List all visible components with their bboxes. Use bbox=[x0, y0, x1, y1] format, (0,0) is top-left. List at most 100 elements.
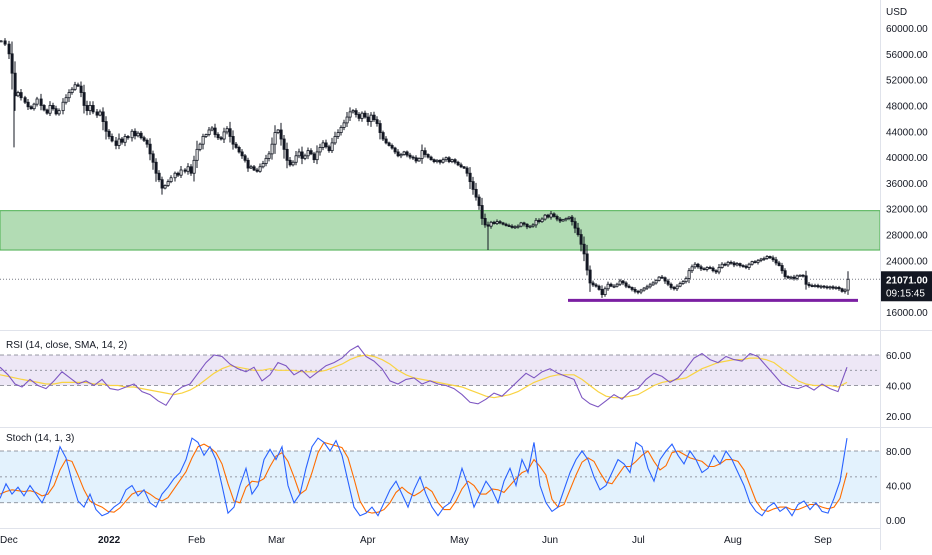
candle bbox=[777, 260, 781, 267]
candle bbox=[513, 225, 517, 230]
candle bbox=[675, 284, 679, 292]
time-tick-label: Mar bbox=[268, 535, 286, 546]
candle bbox=[816, 283, 820, 289]
price-tick-label: 28000.00 bbox=[886, 231, 928, 242]
candle bbox=[297, 148, 301, 159]
candle bbox=[495, 219, 499, 226]
candle bbox=[210, 126, 214, 132]
price-tick-label: 36000.00 bbox=[886, 179, 928, 190]
candle bbox=[456, 160, 460, 167]
candle bbox=[519, 221, 523, 228]
candle bbox=[48, 101, 52, 116]
candle bbox=[345, 112, 349, 127]
candle bbox=[642, 287, 646, 292]
candle bbox=[588, 265, 592, 292]
candle bbox=[645, 284, 649, 290]
candle bbox=[846, 271, 850, 295]
candle bbox=[195, 140, 199, 169]
candle bbox=[585, 244, 589, 276]
candle bbox=[780, 262, 784, 274]
candle bbox=[735, 262, 739, 267]
candle bbox=[405, 150, 409, 158]
candle bbox=[160, 176, 164, 195]
candle bbox=[825, 285, 829, 290]
candle bbox=[126, 135, 130, 140]
candle bbox=[327, 144, 331, 153]
candle bbox=[285, 142, 289, 169]
time-tick-label: Feb bbox=[188, 535, 206, 546]
candle bbox=[630, 286, 634, 292]
price-tick-label: 48000.00 bbox=[886, 101, 928, 112]
candle bbox=[786, 275, 790, 280]
candle bbox=[597, 284, 601, 291]
price-tick-label: 56000.00 bbox=[886, 50, 928, 61]
candle bbox=[306, 147, 310, 160]
candle bbox=[120, 137, 124, 145]
candle bbox=[369, 112, 373, 127]
candle bbox=[606, 281, 610, 291]
candle bbox=[399, 152, 403, 159]
candle bbox=[173, 171, 177, 182]
candle bbox=[525, 223, 529, 230]
candle bbox=[420, 144, 424, 164]
candle bbox=[747, 262, 751, 270]
time-tick-label: Aug bbox=[724, 535, 742, 546]
candle bbox=[537, 218, 541, 224]
candle bbox=[222, 127, 226, 144]
candle bbox=[279, 122, 283, 146]
currency-label: USD bbox=[886, 7, 907, 18]
candle bbox=[228, 121, 232, 143]
candle bbox=[98, 109, 102, 117]
candle bbox=[219, 135, 223, 141]
price-tick-label: 44000.00 bbox=[886, 127, 928, 138]
rsi-tick-label: 20.00 bbox=[886, 412, 911, 423]
candle bbox=[183, 168, 187, 174]
support-zone-rectangle[interactable] bbox=[0, 210, 881, 251]
candle bbox=[840, 287, 844, 293]
candle bbox=[444, 156, 448, 162]
candle bbox=[54, 105, 58, 116]
candle bbox=[624, 281, 628, 289]
candle bbox=[681, 280, 685, 285]
candle bbox=[10, 41, 14, 90]
candle bbox=[798, 274, 802, 277]
candle bbox=[179, 166, 183, 179]
candle bbox=[276, 129, 280, 135]
candle bbox=[282, 135, 286, 159]
candle bbox=[555, 214, 559, 222]
candle bbox=[13, 61, 17, 111]
rsi-indicator-title[interactable]: RSI (14, close, SMA, 14, 2) bbox=[6, 340, 127, 351]
candle bbox=[321, 140, 325, 151]
candle bbox=[291, 160, 295, 167]
candle bbox=[39, 93, 43, 111]
candle bbox=[705, 266, 709, 272]
last-price-label: 21071.00 bbox=[886, 275, 928, 286]
candle bbox=[465, 166, 469, 177]
candle bbox=[411, 155, 415, 161]
candle bbox=[573, 217, 577, 234]
candle bbox=[438, 159, 442, 165]
candle bbox=[375, 116, 379, 127]
candle bbox=[528, 225, 532, 229]
price-tick-label: 24000.00 bbox=[886, 256, 928, 267]
candle bbox=[534, 217, 538, 228]
candle bbox=[330, 137, 334, 153]
stoch-indicator-title[interactable]: Stoch (14, 1, 3) bbox=[6, 433, 74, 444]
candle bbox=[73, 81, 77, 91]
candle bbox=[351, 109, 355, 114]
candle bbox=[612, 284, 616, 289]
candle bbox=[807, 281, 811, 288]
candle bbox=[387, 141, 391, 147]
candle bbox=[732, 261, 736, 268]
candle bbox=[0, 40, 3, 43]
candle bbox=[687, 268, 691, 284]
candle bbox=[198, 142, 202, 152]
candle bbox=[618, 278, 622, 286]
candle bbox=[258, 163, 262, 173]
candle bbox=[822, 285, 826, 289]
candle bbox=[243, 153, 247, 163]
price-tick-label: 40000.00 bbox=[886, 153, 928, 164]
candle bbox=[23, 95, 27, 105]
candle bbox=[249, 164, 253, 170]
